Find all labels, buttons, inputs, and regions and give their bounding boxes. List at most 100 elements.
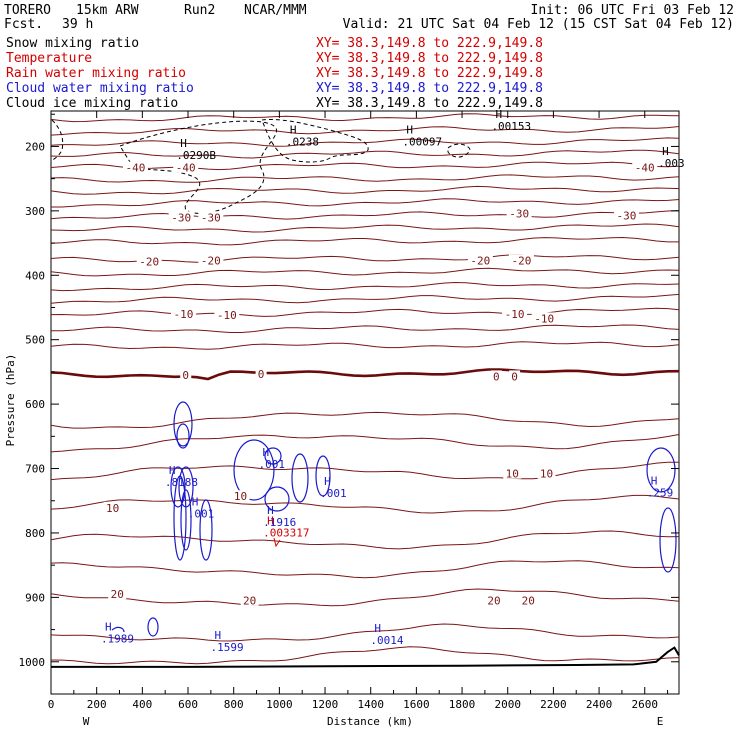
maximum-marker: H bbox=[263, 446, 270, 459]
x-tick-label: 1200 bbox=[312, 698, 339, 711]
cloud-water-contour bbox=[199, 499, 213, 561]
isotherm-line bbox=[50, 293, 680, 304]
contour-labels: -40 -40 -40-30 -30 -30 -30-20 -20 -20 -20-10 -10-… bbox=[101, 108, 685, 654]
isotherm-line bbox=[50, 113, 680, 123]
isotherm-line bbox=[50, 126, 680, 136]
isotherm-label-bg bbox=[537, 467, 556, 479]
x-tick-label: 1600 bbox=[403, 698, 430, 711]
isotherm-label: 0 bbox=[182, 369, 189, 382]
legend: Snow mixing ratio XY= 38.3,149.8 to 222.… bbox=[6, 36, 543, 111]
isotherm-label: 20 bbox=[243, 595, 256, 608]
isotherm-label-bg bbox=[509, 370, 521, 382]
isotherm-label: 10 bbox=[506, 468, 519, 481]
maximum-marker: H bbox=[180, 137, 187, 150]
header-valid: Valid: 21 UTC Sat 04 Feb 12 (15 CST Sat … bbox=[343, 17, 734, 32]
isotherm-line bbox=[51, 198, 680, 208]
cloud-water-contours bbox=[111, 401, 677, 637]
isotherm-label-bg bbox=[632, 161, 658, 173]
isotherm-line bbox=[50, 560, 680, 579]
isotherm-label: 0 bbox=[493, 370, 500, 383]
x-tick-label: 800 bbox=[224, 698, 244, 711]
isotherm-line bbox=[50, 281, 680, 292]
isotherm-label-bg bbox=[506, 207, 532, 219]
isotherm-label: -10 bbox=[534, 312, 554, 325]
cloud-water-contour bbox=[264, 447, 282, 465]
maximum-value: .001 bbox=[320, 487, 347, 500]
cloud-water-contour bbox=[264, 486, 290, 512]
isotherm-label: 20 bbox=[522, 595, 535, 608]
legend-name: Rain water mixing ratio bbox=[6, 66, 186, 81]
isotherm-label-bg bbox=[490, 370, 502, 382]
plot-frame bbox=[50, 110, 680, 695]
isotherm-line bbox=[50, 174, 680, 183]
maximum-marker: H bbox=[374, 622, 381, 635]
temperature-contours bbox=[50, 113, 680, 665]
isotherm-line bbox=[50, 341, 680, 350]
isotherm-label-bg bbox=[103, 501, 122, 513]
isotherm-label-bg bbox=[503, 467, 522, 479]
y-tick-label: 900 bbox=[25, 591, 45, 604]
isotherm-label: 0 bbox=[511, 370, 518, 383]
x-axis-label: Distance (km) bbox=[327, 715, 413, 728]
maximum-value: .003317 bbox=[263, 526, 309, 539]
isotherm-line bbox=[50, 149, 680, 159]
legend-name: Temperature bbox=[6, 51, 92, 66]
isotherm-line bbox=[50, 210, 680, 220]
maximum-marker: H bbox=[290, 123, 297, 136]
maximum-value: .259 bbox=[647, 486, 674, 499]
isotherm-label-bg bbox=[467, 254, 493, 266]
maximum-value: .00153 bbox=[491, 120, 531, 133]
isotherm-label: -30 bbox=[201, 211, 221, 224]
y-tick-label: 600 bbox=[25, 398, 45, 411]
isotherm-label: -40 bbox=[176, 162, 196, 175]
y-tick-label: 800 bbox=[25, 527, 45, 540]
isotherm-label-bg bbox=[519, 594, 538, 606]
x-tick-label: 200 bbox=[87, 698, 107, 711]
isotherm-label-bg bbox=[485, 594, 504, 606]
terrain-line bbox=[51, 646, 680, 668]
isotherm-label: -10 bbox=[217, 309, 237, 322]
y-tick-label: 500 bbox=[25, 334, 45, 347]
x-tick-label: 400 bbox=[132, 698, 152, 711]
header-model: TORERO bbox=[4, 3, 51, 18]
maximum-marker: H bbox=[267, 504, 274, 517]
cloud-water-contour bbox=[180, 489, 192, 551]
header-init: Init: 06 UTC Fri 03 Feb 12 bbox=[531, 3, 735, 18]
cloud-ice-contour bbox=[51, 119, 64, 161]
x-tick-label: 0 bbox=[48, 698, 55, 711]
maximum-marker: H bbox=[192, 496, 199, 509]
legend-xy: XY= 38.3,149.8 to 222.9,149.8 bbox=[316, 66, 543, 81]
maximum-value: .00097 bbox=[402, 135, 442, 148]
cloud-ice-contours bbox=[51, 119, 471, 214]
isotherm-label-bg bbox=[613, 209, 639, 221]
rain-contour bbox=[273, 537, 281, 548]
isotherm-label-bg bbox=[173, 161, 199, 173]
header-fcst-value: 39 h bbox=[62, 17, 93, 32]
legend-name: Cloud ice mixing ratio bbox=[6, 96, 178, 111]
legend-name: Cloud water mixing ratio bbox=[6, 81, 194, 96]
isotherm-label: 10 bbox=[540, 468, 553, 481]
cloud-water-contour bbox=[170, 466, 186, 508]
isotherm-label-bg bbox=[122, 161, 148, 173]
maximum-value: .1599 bbox=[211, 641, 244, 654]
cloud-water-contour bbox=[173, 475, 187, 561]
maximum-marker: H bbox=[662, 145, 669, 158]
cloud-water-contour bbox=[111, 626, 125, 633]
isotherm-line bbox=[51, 324, 680, 333]
maximum-marker: H bbox=[324, 475, 331, 488]
isotherm-label: -10 bbox=[174, 308, 194, 321]
maximum-value: .0290B bbox=[176, 149, 216, 162]
isotherm-label-bg bbox=[108, 588, 127, 600]
isotherm-line bbox=[50, 185, 680, 195]
isotherm-line bbox=[50, 646, 680, 665]
cloud-ice-contour bbox=[119, 120, 277, 214]
isotherm-label: 10 bbox=[234, 490, 247, 503]
isotherm-label: -10 bbox=[505, 308, 525, 321]
header-fcst-label: Fcst. bbox=[4, 17, 43, 32]
y-tick-label: 200 bbox=[25, 140, 45, 153]
isotherm-label-bg bbox=[198, 211, 224, 223]
maximum-value: .0014 bbox=[370, 634, 403, 647]
axes: 0 200 400 600 800 1000 1200 1400 1600 1800 2000 220… bbox=[19, 111, 679, 711]
cloud-water-contour bbox=[646, 447, 676, 493]
isotherm-label: -40 bbox=[126, 162, 146, 175]
